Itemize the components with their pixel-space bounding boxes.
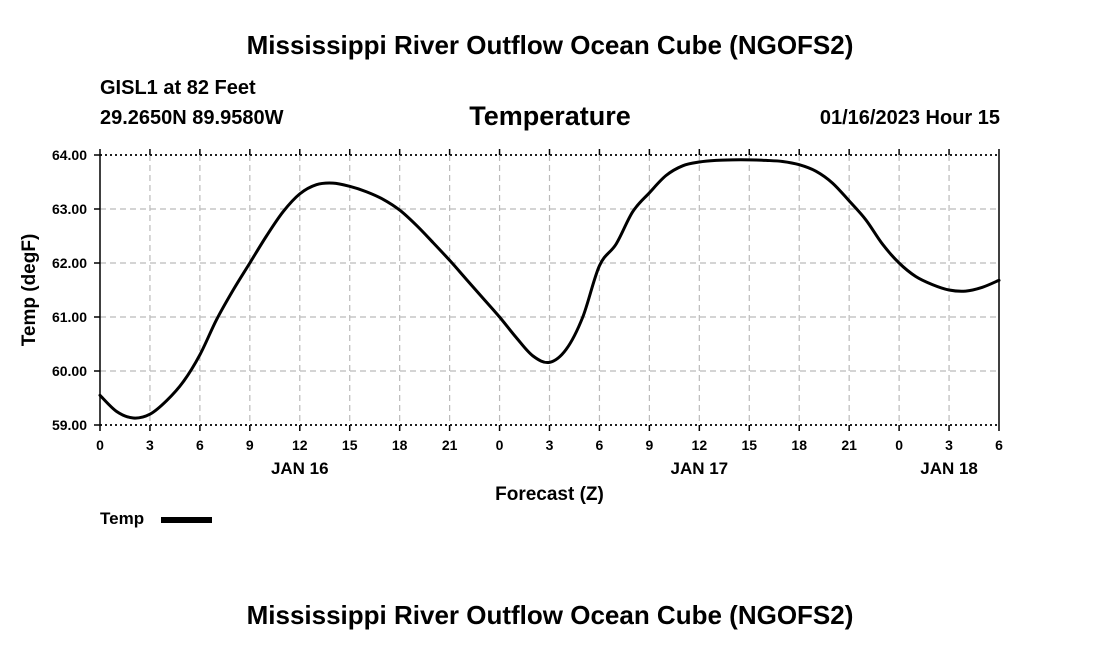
x-tick-label: 6 xyxy=(196,437,204,453)
x-tick-label: 9 xyxy=(246,437,254,453)
legend-label: Temp xyxy=(100,509,145,528)
x-date-label: JAN 17 xyxy=(671,459,729,478)
y-tick-label: 62.00 xyxy=(52,255,87,271)
x-tick-label: 0 xyxy=(96,437,104,453)
tick-labels: 59.00 60.00 61.00 62.00 63.00 64.00 0 3 6 9 12 15 18… xyxy=(19,147,1003,505)
x-tick-label: 18 xyxy=(791,437,807,453)
y-tick-label: 63.00 xyxy=(52,201,87,217)
x-date-label: JAN 18 xyxy=(920,459,978,478)
forecast-datetime: 01/16/2023 Hour 15 xyxy=(819,107,1000,129)
x-tick-label: 21 xyxy=(841,437,857,453)
series xyxy=(98,158,1001,420)
series-line-temp xyxy=(98,158,1001,420)
x-tick-label: 12 xyxy=(292,437,308,453)
footer-title: Mississippi River Outflow Ocean Cube (NG… xyxy=(246,600,854,630)
x-date-label: JAN 16 xyxy=(271,459,329,478)
x-axis-title: Forecast (Z) xyxy=(495,484,604,505)
station-name: GISL1 at 82 Feet xyxy=(100,77,256,99)
variable-title: Temperature xyxy=(469,101,631,131)
x-tick-label: 18 xyxy=(392,437,408,453)
y-axis-title: Temp (degF) xyxy=(19,234,40,347)
x-tick-label: 15 xyxy=(741,437,757,453)
x-tick-label: 0 xyxy=(895,437,903,453)
y-tick-label: 60.00 xyxy=(52,363,87,379)
x-tick-label: 3 xyxy=(146,437,154,453)
grid xyxy=(100,155,999,425)
chart-title: Mississippi River Outflow Ocean Cube (NG… xyxy=(246,30,854,60)
x-tick-label: 15 xyxy=(342,437,358,453)
x-tick-label: 6 xyxy=(596,437,604,453)
station-coords: 29.2650N 89.9580W xyxy=(100,107,284,129)
x-tick-label: 6 xyxy=(995,437,1003,453)
x-tick-label: 3 xyxy=(945,437,953,453)
y-tick-label: 61.00 xyxy=(52,309,87,325)
y-tick-label: 59.00 xyxy=(52,417,87,433)
axes xyxy=(94,149,1000,431)
x-tick-label: 3 xyxy=(546,437,554,453)
legend-line-swatch xyxy=(161,517,212,523)
y-tick-label: 64.00 xyxy=(52,147,87,163)
x-tick-label: 12 xyxy=(692,437,708,453)
x-tick-label: 0 xyxy=(496,437,504,453)
x-tick-label: 21 xyxy=(442,437,458,453)
x-tick-label: 9 xyxy=(645,437,653,453)
